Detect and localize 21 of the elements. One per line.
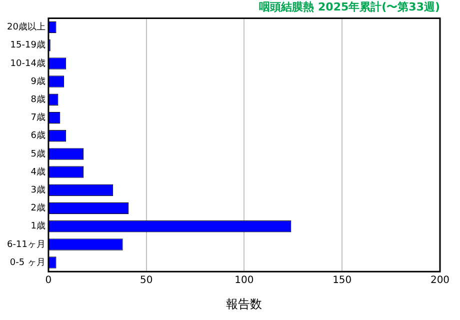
y-tick-label: 1歳: [30, 220, 46, 232]
y-tick-label: 7歳: [30, 112, 46, 124]
y-tick-label: 9歳: [30, 76, 46, 87]
y-tick-label: 5歳: [30, 148, 46, 160]
y-tick-label: 4歳: [30, 166, 46, 178]
y-tick-label: 10-14歳: [10, 58, 46, 69]
y-tick-label: 6-11ヶ月: [7, 240, 46, 250]
x-axis-title: 報告数: [226, 296, 262, 311]
y-tick-label: 6歳: [30, 130, 46, 142]
x-tick-label: 0: [45, 275, 52, 286]
y-tick-label: 15-19歳: [10, 40, 46, 51]
y-tick-label: 0-5 ヶ月: [10, 258, 46, 268]
x-tick-label: 50: [140, 275, 153, 286]
chart-title: 咽頭結膜熱 2025年累計(〜第33週): [259, 0, 440, 14]
x-tick-label: 100: [234, 275, 254, 286]
x-tick-label: 200: [430, 275, 450, 286]
x-tick-label: 150: [332, 275, 352, 286]
y-tick-label: 3歳: [30, 184, 46, 196]
y-tick-label: 2歳: [30, 202, 46, 214]
y-tick-label: 8歳: [30, 94, 46, 105]
y-tick-label: 20歳以上: [7, 22, 46, 33]
